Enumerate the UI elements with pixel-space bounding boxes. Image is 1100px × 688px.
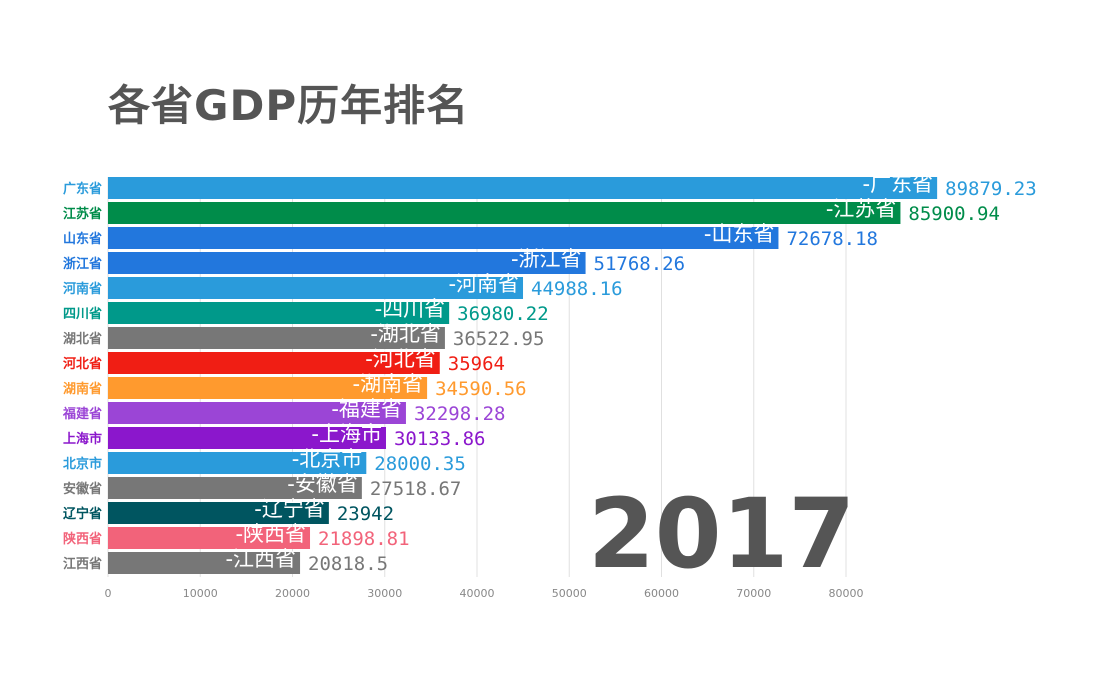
bar-name-label: -河北省: [365, 347, 436, 371]
bar: [108, 452, 367, 474]
bar-name-label: -山东省: [704, 222, 775, 246]
bar: [108, 477, 362, 499]
value-label: 35964: [448, 353, 505, 375]
bar-name-label: -河南省: [448, 272, 519, 296]
category-label: 浙江省: [63, 256, 102, 272]
bar: [108, 302, 450, 324]
x-tick-label: 0: [105, 587, 112, 600]
bar: [108, 352, 440, 374]
bar: [108, 502, 329, 524]
bar-name-label: -浙江省: [511, 247, 582, 271]
value-label: 23942: [337, 503, 394, 525]
bar: [108, 227, 779, 249]
value-label: 85900.94: [908, 203, 1000, 225]
x-tick-label: 10000: [183, 587, 218, 600]
category-label: 安徽省: [63, 481, 102, 497]
bar-name-label: -江西省: [225, 547, 296, 571]
category-label: 四川省: [63, 306, 102, 322]
bar-name-label: -湖北省: [370, 322, 441, 346]
bar: [108, 402, 406, 424]
bar-name-label: -福建省: [331, 397, 402, 421]
value-label: 51768.26: [594, 253, 686, 275]
category-label: 江西省: [63, 556, 102, 572]
x-tick-label: 30000: [367, 587, 402, 600]
year-label: 2017: [588, 478, 856, 590]
value-label: 30133.86: [394, 428, 486, 450]
category-label: 陕西省: [63, 531, 102, 547]
bar: [108, 202, 901, 224]
category-label: 湖南省: [63, 381, 102, 397]
bar: [108, 552, 301, 574]
x-tick-label: 50000: [552, 587, 587, 600]
value-label: 72678.18: [786, 228, 878, 250]
bar: [108, 327, 445, 349]
value-label: 20818.5: [308, 553, 388, 575]
category-label: 江苏省: [63, 206, 102, 222]
category-label: 北京市: [63, 456, 102, 472]
x-tick-label: 40000: [460, 587, 495, 600]
value-label: 27518.67: [370, 478, 462, 500]
bar-name-label: -江苏省: [826, 197, 897, 221]
category-label: 广东省: [63, 181, 102, 197]
value-label: 32298.28: [414, 403, 506, 425]
bar-name-label: -广东省: [863, 172, 934, 196]
value-label: 34590.56: [435, 378, 527, 400]
category-label: 辽宁省: [63, 506, 102, 522]
bar-name-label: -上海市: [311, 422, 382, 446]
chart-title: 各省GDP历年排名: [108, 81, 470, 130]
x-tick-label: 60000: [644, 587, 679, 600]
value-label: 36522.95: [453, 328, 545, 350]
x-tick-label: 20000: [275, 587, 310, 600]
category-label: 山东省: [63, 231, 102, 247]
bar-name-label: -四川省: [375, 297, 446, 321]
bar-name-label: -北京市: [292, 447, 363, 471]
x-tick-label: 80000: [829, 587, 864, 600]
category-label: 湖北省: [63, 331, 102, 347]
x-tick-label: 70000: [736, 587, 771, 600]
bar-name-label: -湖南省: [353, 372, 424, 396]
value-label: 44988.16: [531, 278, 623, 300]
category-label: 河南省: [63, 281, 102, 297]
value-label: 21898.81: [318, 528, 410, 550]
category-label: 福建省: [62, 406, 102, 422]
bar-name-label: -辽宁省: [254, 497, 325, 521]
category-label: 上海市: [63, 431, 102, 447]
bar: [108, 377, 428, 399]
bar: [108, 252, 586, 274]
bar-name-label: -陕西省: [235, 522, 306, 546]
bar: [108, 277, 524, 299]
bar: [108, 427, 386, 449]
category-label: 河北省: [63, 356, 102, 372]
value-label: 36980.22: [457, 303, 549, 325]
bar: [108, 527, 311, 549]
bar-name-label: -安徽省: [287, 472, 358, 496]
value-label: 28000.35: [374, 453, 466, 475]
value-label: 89879.23: [945, 178, 1037, 200]
bar: [108, 177, 938, 199]
